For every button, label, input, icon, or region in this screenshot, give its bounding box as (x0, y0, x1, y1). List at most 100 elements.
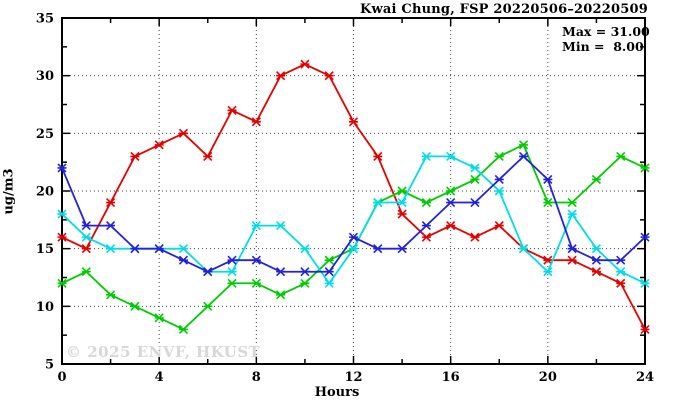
x-tick-label: 20 (539, 370, 557, 385)
cyan-series-marker (276, 221, 286, 231)
blue-series-marker (567, 244, 577, 254)
red-series-marker (81, 244, 91, 254)
green-series-marker (276, 290, 286, 300)
blue-series-marker (616, 255, 626, 265)
blue-series-marker (348, 232, 359, 242)
blue-series-marker (640, 232, 650, 242)
blue-series-marker (591, 255, 601, 265)
watermark-text: © 2025 ENVF, HKUST (66, 343, 261, 361)
red-series-marker (178, 128, 189, 138)
green-series-marker (178, 324, 189, 334)
cyan-series-marker (57, 209, 67, 219)
red-series-marker (203, 151, 213, 161)
green-series-marker (518, 140, 529, 150)
blue-series-marker (543, 174, 553, 185)
cyan-series-marker (106, 244, 116, 254)
red-series-marker (373, 151, 383, 161)
blue-series-marker (106, 221, 116, 231)
x-axis-title: Hours (314, 385, 360, 400)
red-series-marker (130, 151, 140, 161)
cyan-series-marker (348, 244, 359, 254)
stats-legend: Max = 31.00 Min = 8.00 (562, 24, 650, 54)
x-tick-label: 8 (252, 370, 261, 385)
green-series-marker (470, 174, 480, 185)
blue-series-marker (227, 255, 237, 265)
red-series-marker (470, 232, 480, 242)
cyan-series-marker (543, 267, 553, 277)
red-series-marker (251, 117, 261, 127)
max-value-label: Max = 31.00 (562, 24, 650, 39)
cyan-series-marker (616, 267, 626, 277)
red-series-marker (348, 117, 359, 127)
blue-series-marker (300, 267, 310, 277)
green-series-marker (300, 278, 310, 288)
blue-series-marker (203, 267, 213, 277)
y-tick-label: 25 (36, 127, 54, 142)
x-tick-label: 24 (636, 370, 654, 385)
blue-series-marker (446, 197, 456, 208)
blue-series-marker (470, 197, 480, 208)
y-axis-title: ug/m3 (1, 168, 17, 215)
green-series-marker (324, 255, 334, 265)
blue-series-marker (518, 151, 529, 161)
cyan-series-marker (567, 209, 577, 219)
cyan-series-marker (591, 244, 601, 254)
y-tick-label: 35 (36, 12, 54, 27)
green-series-marker (397, 186, 407, 196)
blue-series-marker (130, 244, 140, 254)
y-tick-label: 10 (36, 300, 54, 315)
blue-series-marker (81, 221, 91, 231)
cyan-series-marker (421, 151, 431, 161)
blue-series-marker (57, 163, 67, 173)
x-tick-label: 4 (155, 370, 164, 385)
cyan-series-marker (494, 186, 504, 196)
cyan-series-marker (300, 244, 310, 254)
blue-series-marker (154, 244, 164, 254)
y-tick-label: 15 (36, 242, 54, 257)
plot-border (61, 17, 646, 365)
green-series-marker (543, 197, 553, 208)
red-series-marker (446, 221, 456, 231)
cyan-series-marker (251, 221, 261, 231)
blue-series-marker (251, 255, 261, 265)
red-series-marker (640, 324, 650, 334)
x-tick-label: 0 (57, 370, 66, 385)
green-series-marker (154, 313, 164, 323)
y-tick-label: 5 (45, 358, 54, 373)
x-tick-label: 16 (442, 370, 460, 385)
red-series-marker (397, 209, 407, 219)
red-series-marker (300, 59, 310, 69)
green-series-marker (494, 151, 504, 161)
green-series-marker (591, 174, 601, 185)
cyan-series-marker (470, 163, 480, 173)
red-series-line (61, 63, 646, 331)
x-tick-label: 12 (344, 370, 362, 385)
chart-title: Kwai Chung, FSP 20220506–20220509 (360, 2, 648, 17)
red-series-marker (106, 197, 116, 208)
red-series-marker (57, 232, 67, 242)
cyan-series-marker (324, 278, 334, 288)
red-series-marker (567, 255, 577, 265)
blue-series-marker (397, 244, 407, 254)
cyan-series-marker (446, 151, 456, 161)
y-tick-label: 30 (36, 69, 54, 84)
green-series-marker (421, 197, 431, 208)
blue-series-marker (494, 174, 504, 185)
cyan-series-marker (373, 197, 383, 208)
red-series-marker (591, 267, 601, 277)
red-series-marker (324, 71, 334, 81)
red-series-marker (494, 221, 504, 231)
green-series-marker (567, 197, 577, 208)
y-tick-label: 20 (36, 185, 54, 200)
blue-series-marker (178, 255, 189, 265)
cyan-series-marker (227, 267, 237, 277)
green-series-marker (251, 278, 261, 288)
min-value-label: Min = 8.00 (562, 39, 644, 54)
green-series-marker (106, 290, 116, 300)
red-series-marker (543, 255, 553, 265)
red-series-marker (227, 105, 237, 115)
green-series-marker (203, 301, 213, 311)
blue-series-marker (276, 267, 286, 277)
red-series-marker (616, 278, 626, 288)
